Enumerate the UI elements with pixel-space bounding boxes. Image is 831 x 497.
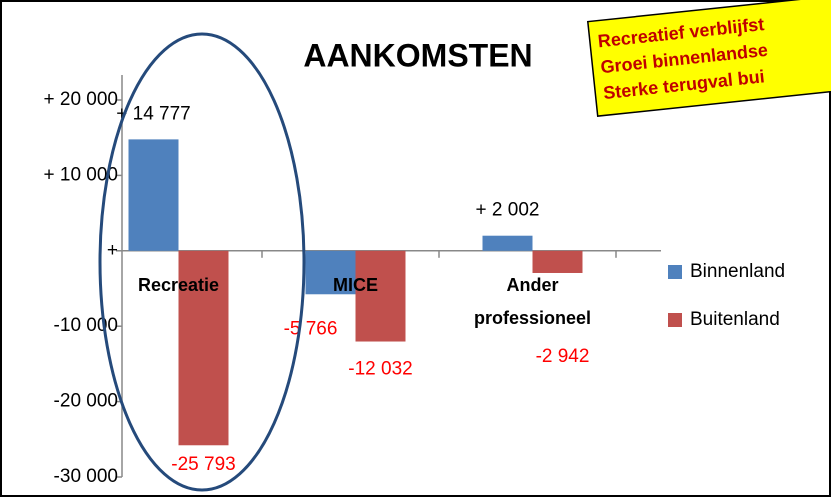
x-tick-label-line: professioneel	[474, 308, 591, 328]
highlight-ellipse	[98, 32, 306, 492]
annotation-box: Recreatief verblijfst Groei binnenlandse…	[586, 0, 831, 117]
x-tick-label-line: Ander	[506, 275, 558, 295]
value-label: -2 942	[536, 346, 590, 367]
value-label: -25 793	[171, 454, 235, 475]
x-tick-label: MICE	[333, 275, 378, 295]
y-tick-label: + 20 000	[44, 89, 119, 110]
value-label: -12 032	[348, 359, 412, 380]
bar	[482, 235, 533, 251]
bar	[178, 250, 229, 446]
x-tick-label: Recreatie	[138, 275, 219, 295]
legend-label: Binnenland	[690, 261, 785, 282]
annotation-background	[586, 0, 831, 117]
bar	[128, 139, 179, 251]
y-tick-label: -20 000	[54, 391, 118, 412]
value-label: + 2 002	[476, 200, 540, 221]
value-label: + 14 777	[116, 103, 191, 124]
legend-swatch	[668, 265, 682, 279]
bar	[532, 250, 583, 273]
y-tick-label: +	[107, 240, 118, 261]
value-label: -5 766	[284, 318, 338, 339]
x-tick-label: Ander professioneel	[474, 275, 591, 328]
chart-title: AANKOMSTEN	[303, 37, 532, 73]
y-tick-label: -10 000	[54, 315, 118, 336]
y-tick-label: -30 000	[54, 466, 118, 487]
legend-label: Buitenland	[690, 309, 780, 330]
legend-swatch	[668, 313, 682, 327]
bar	[355, 250, 406, 342]
y-tick-label: + 10 000	[44, 164, 119, 185]
bar	[305, 250, 356, 295]
